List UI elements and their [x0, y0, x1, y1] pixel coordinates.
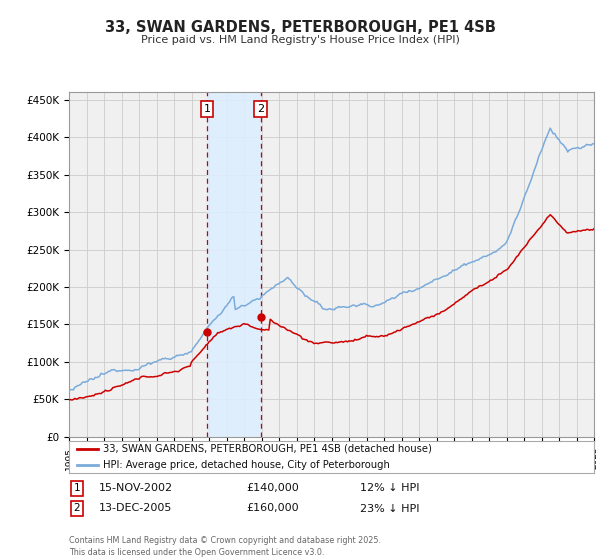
Text: 15-NOV-2002: 15-NOV-2002 — [99, 483, 173, 493]
Text: HPI: Average price, detached house, City of Peterborough: HPI: Average price, detached house, City… — [103, 460, 390, 470]
Text: 2: 2 — [73, 503, 80, 514]
Text: 12% ↓ HPI: 12% ↓ HPI — [360, 483, 419, 493]
Text: £140,000: £140,000 — [246, 483, 299, 493]
Bar — [207, 92, 260, 437]
Text: Contains HM Land Registry data © Crown copyright and database right 2025.
This d: Contains HM Land Registry data © Crown c… — [69, 536, 381, 557]
Text: 23% ↓ HPI: 23% ↓ HPI — [360, 503, 419, 514]
Text: 2: 2 — [257, 104, 264, 114]
Text: 33, SWAN GARDENS, PETERBOROUGH, PE1 4SB: 33, SWAN GARDENS, PETERBOROUGH, PE1 4SB — [104, 20, 496, 35]
Text: Price paid vs. HM Land Registry's House Price Index (HPI): Price paid vs. HM Land Registry's House … — [140, 35, 460, 45]
Text: 1: 1 — [73, 483, 80, 493]
Text: £160,000: £160,000 — [246, 503, 299, 514]
Text: 1: 1 — [203, 104, 211, 114]
Text: 13-DEC-2005: 13-DEC-2005 — [99, 503, 172, 514]
Text: 33, SWAN GARDENS, PETERBOROUGH, PE1 4SB (detached house): 33, SWAN GARDENS, PETERBOROUGH, PE1 4SB … — [103, 444, 432, 454]
